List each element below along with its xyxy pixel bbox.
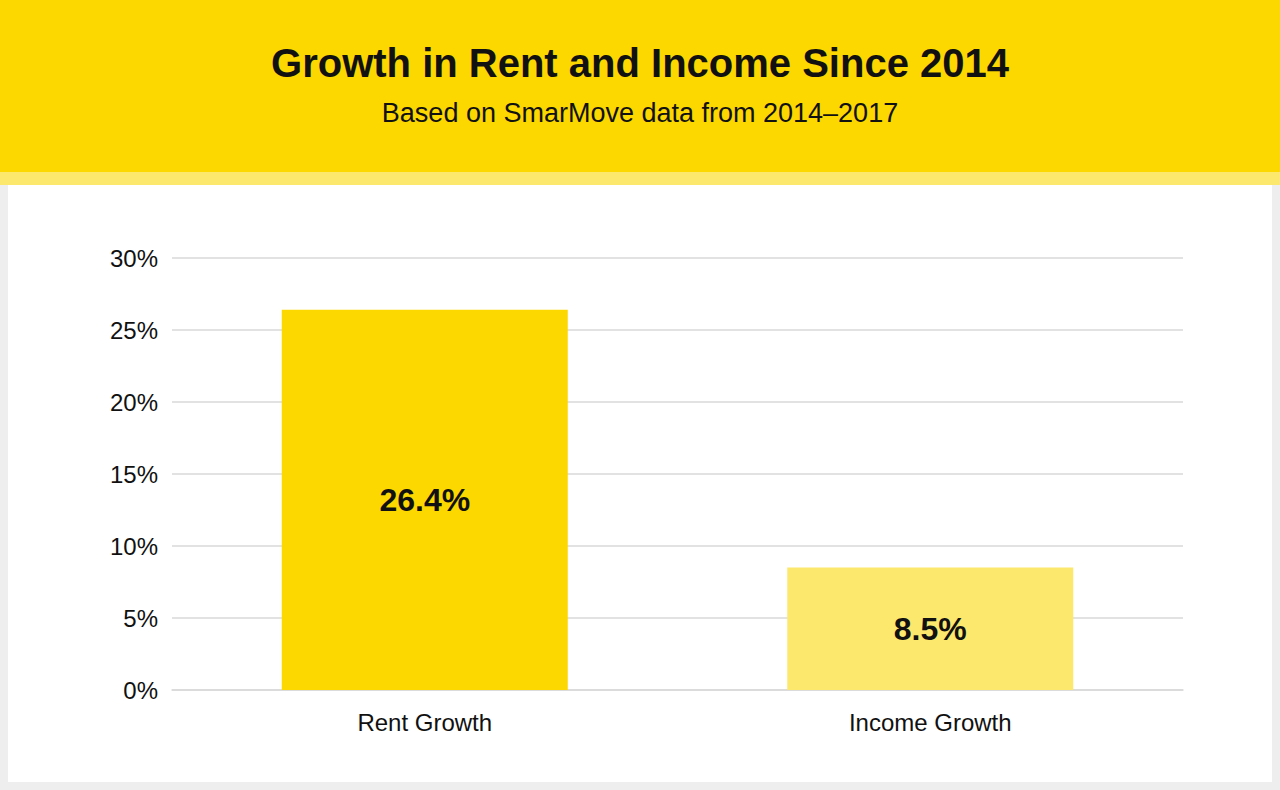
svg-text:Growth in Rent and Income Sinc: Growth in Rent and Income Since 2014 — [271, 41, 1010, 85]
svg-text:20%: 20% — [110, 389, 158, 416]
svg-text:10%: 10% — [110, 533, 158, 560]
svg-text:5%: 5% — [123, 605, 158, 632]
svg-text:30%: 30% — [110, 245, 158, 272]
svg-text:8.5%: 8.5% — [894, 611, 967, 647]
svg-text:Based on SmarMove data from 20: Based on SmarMove data from 2014–2017 — [382, 98, 898, 128]
svg-text:25%: 25% — [110, 317, 158, 344]
svg-text:15%: 15% — [110, 461, 158, 488]
svg-text:26.4%: 26.4% — [379, 482, 470, 518]
svg-text:Rent Growth: Rent Growth — [357, 709, 492, 736]
svg-text:0%: 0% — [123, 677, 158, 704]
svg-text:Income Growth: Income Growth — [849, 709, 1012, 736]
